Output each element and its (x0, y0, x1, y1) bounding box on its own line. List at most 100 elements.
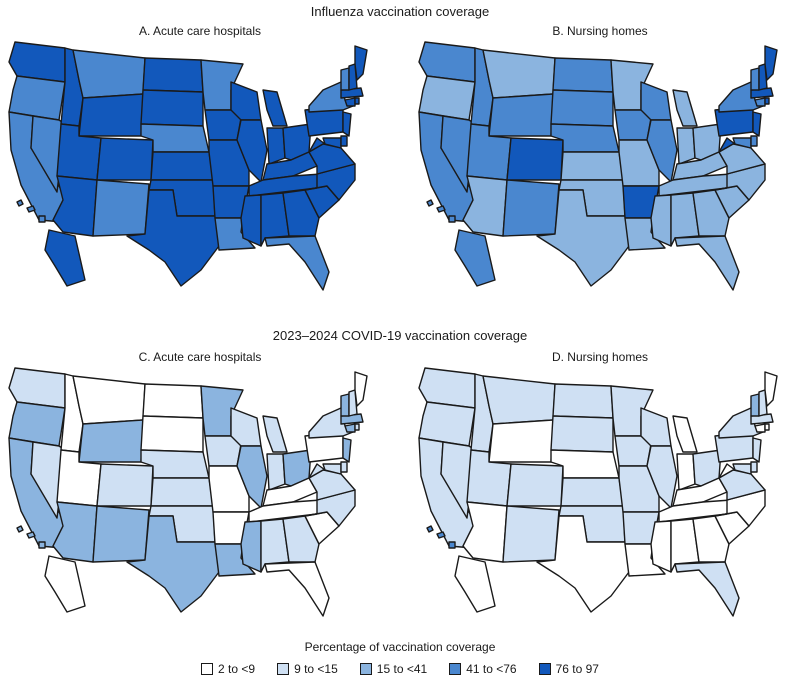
legend-item: 76 to 97 (538, 662, 599, 676)
state-in (266, 453, 286, 491)
state-vt (750, 67, 760, 91)
state-md (322, 137, 342, 149)
state-ri (764, 423, 770, 431)
state-nh (348, 389, 358, 417)
state-nh (758, 389, 768, 417)
state-ct (754, 423, 766, 433)
map-panel-b (418, 41, 778, 291)
state-vt (340, 393, 350, 417)
state-wi (640, 81, 672, 121)
state-tx (126, 189, 220, 287)
legend-label: 15 to <41 (376, 662, 428, 676)
panel-b-title: B. Nursing homes (552, 24, 648, 38)
state-tx (536, 515, 630, 613)
state-wy (78, 93, 144, 137)
legend-swatch (449, 663, 462, 675)
legend-swatch (359, 663, 372, 675)
state-nc (714, 163, 766, 201)
legend-title: Percentage of vaccination coverage (304, 640, 496, 654)
state-mt (72, 375, 146, 425)
state-nd (552, 383, 614, 419)
state-in (676, 453, 696, 491)
state-ks (150, 151, 214, 181)
state-co (506, 137, 564, 181)
legend-swatch (201, 663, 214, 675)
state-me (354, 371, 368, 407)
state-az (52, 175, 98, 237)
state-ms (650, 520, 672, 573)
state-nj (752, 111, 762, 137)
legend-item: 2 to <9 (201, 662, 255, 676)
state-mt (72, 49, 146, 99)
state-fl (674, 561, 740, 617)
state-ak (454, 229, 496, 287)
state-md (732, 137, 752, 149)
state-in (266, 127, 286, 165)
map-panel-d (418, 367, 778, 617)
state-ak (44, 555, 86, 613)
state-fl (264, 561, 330, 617)
map-panel-a (8, 41, 368, 291)
state-wy (78, 419, 144, 463)
panel-a-title: A. Acute care hospitals (138, 24, 262, 38)
state-md (732, 463, 752, 475)
state-wy (488, 419, 554, 463)
state-mt (482, 49, 556, 99)
state-mi (672, 89, 698, 127)
state-nm (92, 179, 150, 237)
state-nd (142, 57, 204, 93)
state-ks (150, 477, 214, 507)
state-nc (714, 489, 766, 527)
state-wi (230, 81, 262, 121)
state-md (322, 463, 342, 475)
state-ri (354, 423, 360, 431)
state-ak (454, 555, 496, 613)
legend-label: 41 to <76 (466, 662, 517, 676)
state-sd (550, 415, 614, 453)
state-ak (44, 229, 86, 287)
legend-label: 9 to <15 (294, 662, 338, 676)
state-wy (488, 93, 554, 137)
state-hi (16, 525, 46, 549)
state-mi (262, 89, 288, 127)
state-hi (426, 199, 456, 223)
state-tx (126, 515, 220, 613)
state-ks (560, 151, 624, 181)
influenza-section-title: Influenza vaccination coverage (310, 4, 490, 19)
state-hi (16, 199, 46, 223)
state-co (506, 463, 564, 507)
state-vt (340, 67, 350, 91)
state-mi (262, 415, 288, 453)
state-ri (764, 97, 770, 105)
state-nd (142, 383, 204, 419)
legend-label: 2 to <9 (218, 662, 256, 676)
state-de (340, 135, 348, 147)
state-nm (92, 505, 150, 563)
state-ct (344, 423, 356, 433)
state-hi (426, 525, 456, 549)
legend-label: 76 to 97 (555, 662, 599, 676)
legend-item: 41 to <76 (449, 662, 517, 676)
state-me (764, 371, 778, 407)
state-nc (304, 489, 356, 527)
state-nj (342, 111, 352, 137)
state-az (462, 501, 508, 563)
state-nj (342, 437, 352, 463)
state-mt (482, 375, 556, 425)
state-sd (140, 89, 204, 127)
state-nc (304, 163, 356, 201)
state-ms (650, 194, 672, 247)
state-ri (354, 97, 360, 105)
state-de (750, 135, 758, 147)
legend: 2 to <9 9 to <15 15 to <41 41 to <76 76 … (0, 662, 800, 676)
state-in (676, 127, 696, 165)
state-mi (672, 415, 698, 453)
state-az (462, 175, 508, 237)
state-de (340, 461, 348, 473)
state-de (750, 461, 758, 473)
state-nm (502, 179, 560, 237)
state-co (96, 463, 154, 507)
state-co (96, 137, 154, 181)
state-ms (240, 194, 262, 247)
covid-section-title: 2023–2024 COVID-19 vaccination coverage (272, 328, 528, 343)
